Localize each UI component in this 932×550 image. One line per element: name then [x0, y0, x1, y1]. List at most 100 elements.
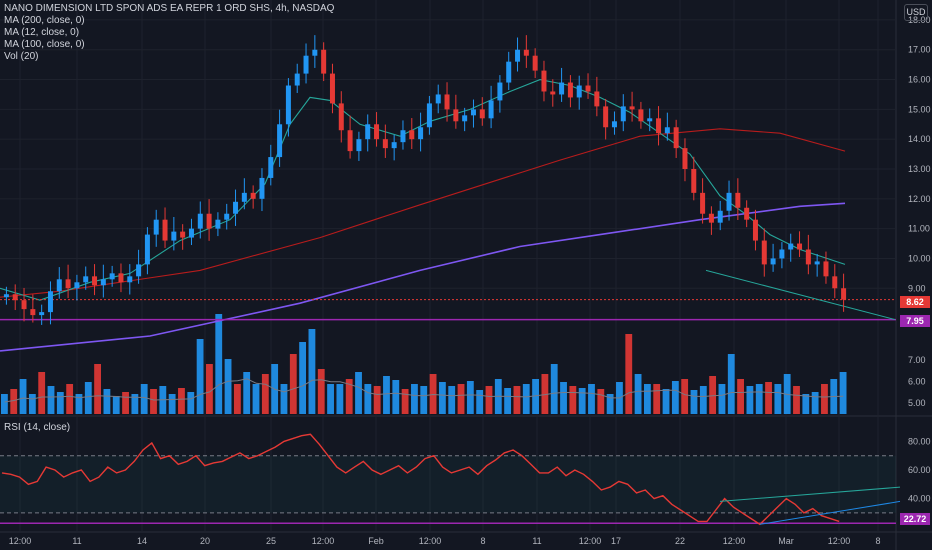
volume-bar — [94, 364, 102, 414]
x-tick-label: Mar — [778, 536, 794, 546]
candle — [497, 82, 503, 101]
volume-bar — [727, 354, 735, 414]
volume-bar — [19, 379, 27, 414]
volume-bar — [504, 388, 512, 414]
candle — [444, 94, 450, 110]
candle — [515, 49, 521, 62]
rsi-tick-label: 40.00 — [908, 494, 931, 504]
volume-bar — [765, 382, 772, 414]
x-tick-label: 8 — [875, 536, 880, 546]
volume-bar — [336, 384, 344, 414]
volume-bar — [699, 386, 707, 414]
x-tick-label: 17 — [611, 536, 621, 546]
candle — [559, 82, 565, 95]
candle — [56, 279, 62, 292]
volume-bar — [802, 394, 810, 414]
candle — [691, 169, 697, 193]
x-tick-label: 8 — [480, 536, 485, 546]
candle — [797, 243, 803, 250]
candle — [585, 85, 591, 92]
volume-bar — [466, 381, 474, 414]
candle — [453, 109, 459, 122]
candle — [294, 73, 300, 86]
candle — [823, 261, 829, 277]
trend-line — [705, 269, 896, 321]
candle — [188, 228, 194, 238]
candle — [550, 91, 556, 95]
volume-bar — [308, 329, 316, 414]
candle — [761, 240, 767, 265]
candle — [647, 118, 653, 122]
volume-bar — [103, 389, 111, 414]
x-tick-label: 12:00 — [723, 536, 746, 546]
volume-bar — [10, 389, 18, 414]
candle — [285, 85, 291, 125]
candle — [136, 264, 142, 277]
volume-bar — [168, 394, 176, 414]
volume-bar — [411, 384, 418, 414]
x-tick-label: Feb — [368, 536, 384, 546]
candle — [144, 234, 150, 265]
candle — [603, 106, 609, 128]
volume-bar — [206, 364, 213, 414]
volume-bar — [56, 392, 64, 414]
rsi-line — [1, 433, 840, 526]
candle — [841, 288, 847, 300]
candle — [814, 261, 820, 265]
candle — [65, 279, 71, 289]
volume-bar — [233, 384, 241, 414]
candle — [470, 109, 476, 116]
volume-bar — [653, 384, 661, 414]
volume-bar — [178, 388, 185, 414]
volume-tick-label: 7.00 — [908, 355, 926, 365]
x-tick-label: 25 — [266, 536, 276, 546]
support-level-tag: 7.95 — [900, 315, 930, 327]
volume-bar — [429, 374, 437, 414]
candle — [30, 309, 36, 316]
volume-bar — [560, 382, 567, 414]
volume-bar — [66, 384, 74, 414]
volume-bar — [839, 372, 847, 414]
volume-tick-label: 6.00 — [908, 377, 926, 387]
volume-bar — [485, 386, 493, 414]
volume-bar — [746, 386, 754, 414]
volume-bar — [187, 392, 195, 414]
x-tick-label: 20 — [200, 536, 210, 546]
volume-bar — [811, 392, 819, 414]
candle — [365, 124, 371, 140]
volume-bar — [150, 389, 157, 414]
x-tick-label: 11 — [532, 536, 541, 546]
rsi-legend: RSI (14, close) — [4, 422, 71, 433]
candle — [629, 106, 635, 110]
volume-bar — [597, 389, 605, 414]
volume-bar — [588, 384, 595, 414]
volume-bar — [224, 359, 232, 414]
candle — [347, 130, 353, 152]
volume-bar — [299, 342, 307, 414]
x-tick-label: 14 — [137, 536, 147, 546]
price-tick-label: 17.00 — [908, 45, 931, 55]
rsi-tick-label: 60.00 — [908, 465, 931, 475]
volume-bar — [252, 384, 260, 414]
ma12-line — [0, 79, 846, 301]
candle — [3, 294, 9, 298]
candle — [180, 231, 186, 238]
candle — [12, 294, 18, 301]
candle — [638, 109, 644, 122]
volume-bar — [1, 394, 8, 414]
candle — [700, 192, 706, 214]
volume-bar — [84, 382, 92, 414]
candle — [47, 291, 53, 313]
candle — [153, 219, 159, 235]
candle — [735, 192, 741, 208]
volume-bar — [448, 386, 456, 414]
candle — [779, 249, 785, 259]
candle — [224, 213, 230, 220]
candle — [118, 273, 124, 283]
candle — [744, 207, 750, 220]
volume-bar — [75, 394, 83, 414]
currency-button[interactable]: USD — [904, 4, 928, 21]
candle — [664, 127, 670, 134]
rsi-trend-line — [719, 486, 901, 502]
